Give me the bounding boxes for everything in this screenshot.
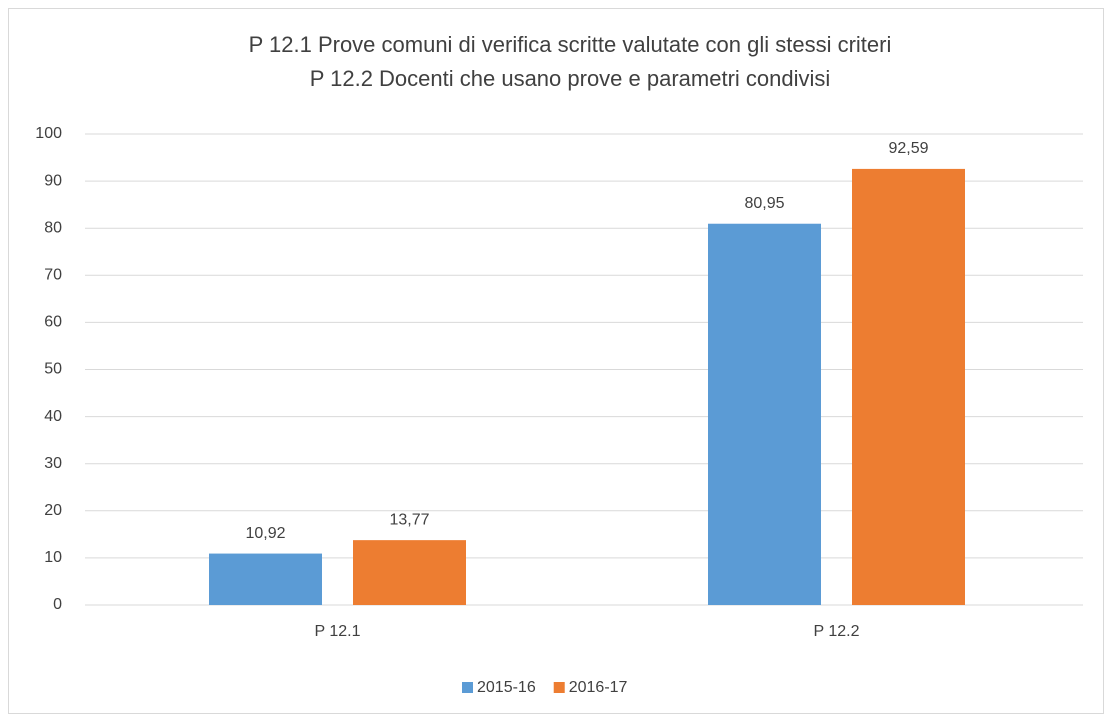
value-label: 10,92 xyxy=(245,525,285,542)
chart-title: P 12.2 Docenti che usano prove e paramet… xyxy=(310,66,831,91)
y-tick-label: 100 xyxy=(35,125,62,142)
y-tick-label: 20 xyxy=(44,502,62,519)
y-tick-label: 90 xyxy=(44,172,62,189)
legend-label: 2016-17 xyxy=(569,679,628,696)
bar xyxy=(353,540,466,605)
bar xyxy=(209,553,322,605)
y-tick-label: 50 xyxy=(44,361,62,378)
y-tick-label: 80 xyxy=(44,219,62,236)
y-tick-label: 60 xyxy=(44,314,62,331)
x-tick-label: P 12.1 xyxy=(315,623,361,640)
bar xyxy=(852,168,965,605)
value-label: 92,59 xyxy=(888,140,928,157)
bar xyxy=(708,223,821,605)
y-tick-label: 40 xyxy=(44,408,62,425)
y-tick-label: 30 xyxy=(44,455,62,472)
chart-title: P 12.1 Prove comuni di verifica scritte … xyxy=(249,32,892,57)
y-tick-label: 70 xyxy=(44,267,62,284)
value-label: 80,95 xyxy=(744,195,784,212)
legend-swatch xyxy=(553,682,565,693)
value-label: 13,77 xyxy=(389,511,429,528)
legend-label: 2015-16 xyxy=(477,679,536,696)
legend-swatch xyxy=(462,682,473,693)
y-tick-label: 10 xyxy=(44,549,62,566)
x-tick-label: P 12.2 xyxy=(814,623,860,640)
y-tick-label: 0 xyxy=(53,596,62,613)
